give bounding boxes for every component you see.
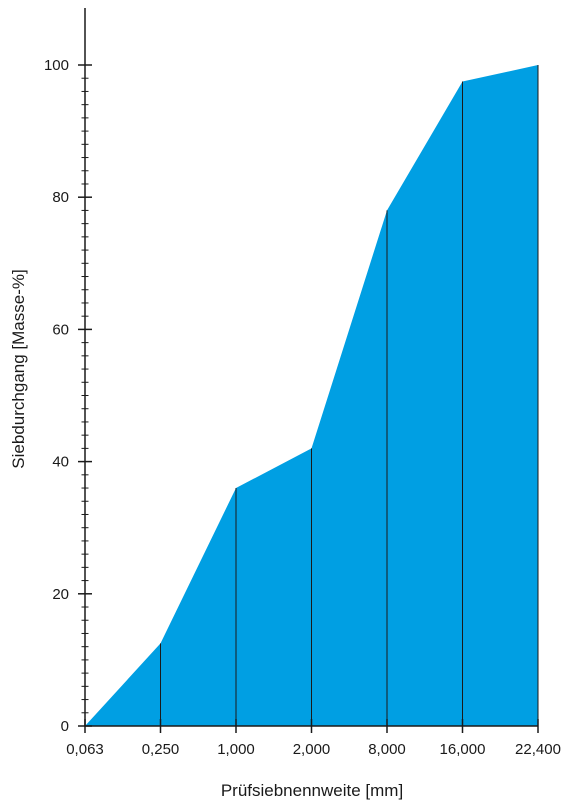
x-axis-title: Prüfsiebnennweite [mm] [221,781,403,800]
x-tick-label: 2,000 [293,741,331,758]
x-tick-label: 16,000 [440,741,486,758]
y-tick-label: 20 [52,586,69,603]
y-tick-label: 60 [52,321,69,338]
y-tick-label: 0 [61,718,69,735]
sieve-lines-layer [160,65,539,726]
passing-area [85,65,538,726]
x-tick-label: 0,063 [66,741,104,758]
x-tick-label: 0,250 [142,741,180,758]
x-tick-label: 22,400 [515,741,561,758]
y-axis-title: Siebdurchgang [Masse-%] [9,269,28,468]
x-ticks-layer: 0,063 0,250 1,000 2,000 8,000 16,000 22,400 [66,719,561,758]
y-tick-label: 80 [52,189,69,206]
y-ticks-layer: 0 20 40 60 80 100 [44,57,92,735]
x-tick-label: 1,000 [217,741,255,758]
x-tick-label: 8,000 [368,741,406,758]
y-tick-label: 100 [44,57,69,74]
passing-area-layer [85,65,538,726]
y-tick-label: 40 [52,454,69,471]
